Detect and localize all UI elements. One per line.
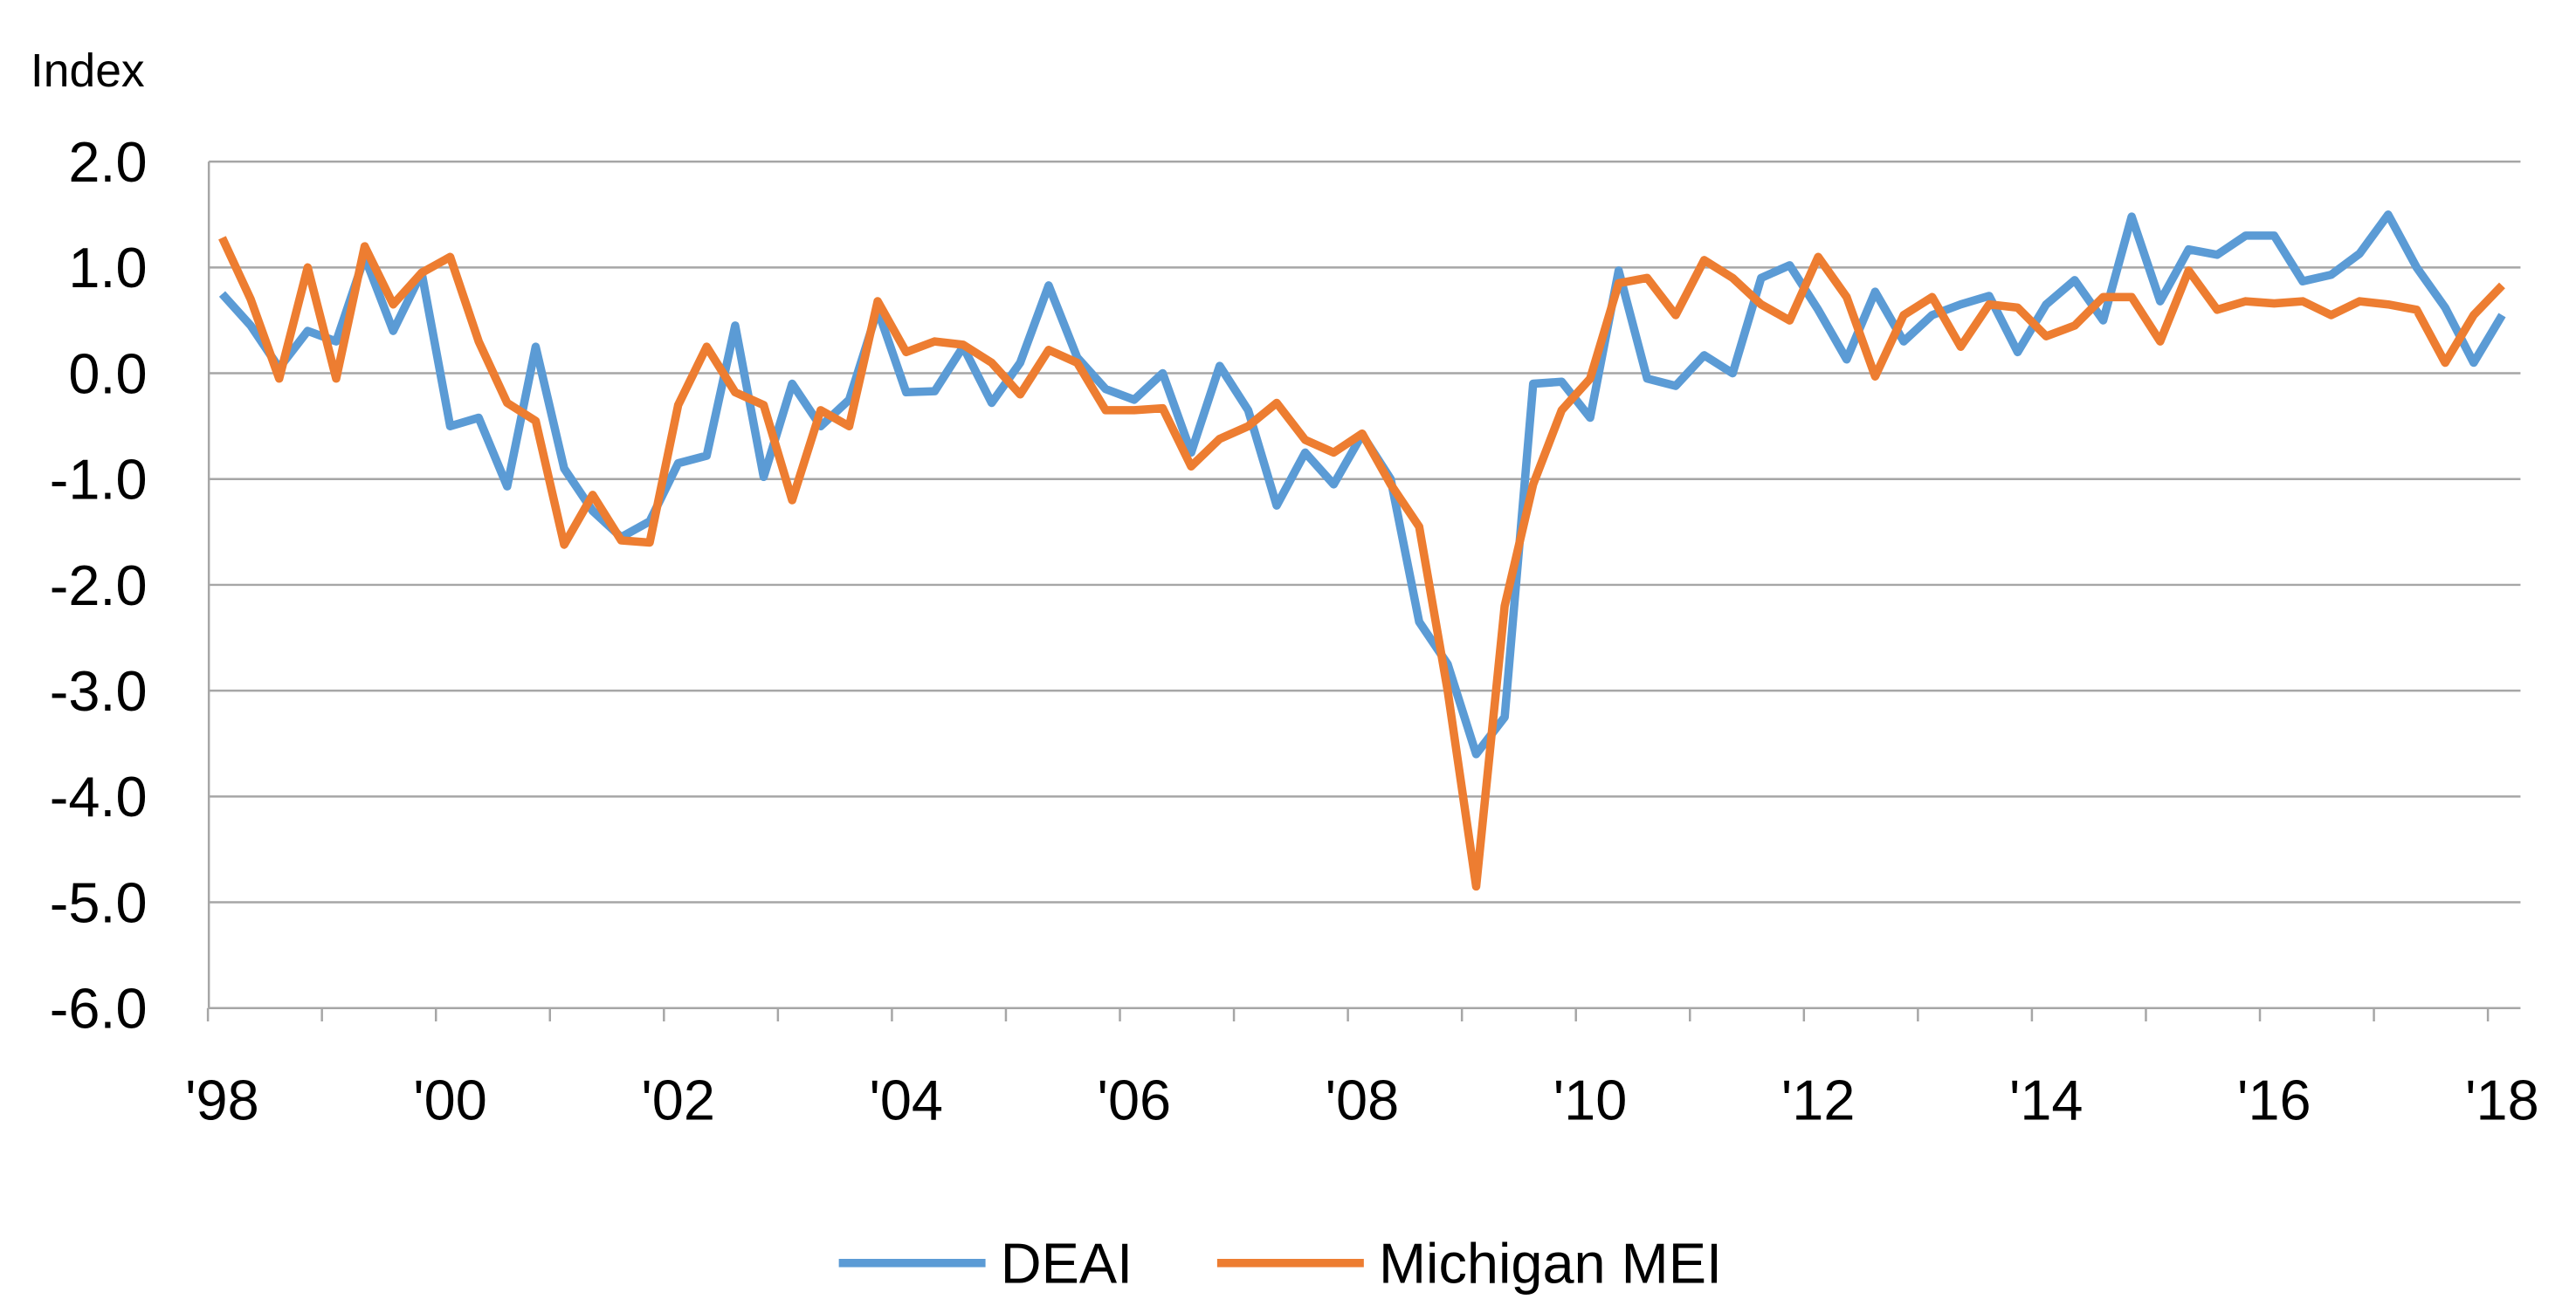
legend-label: DEAI [1001,1232,1133,1296]
y-tick-label: -2.0 [50,553,148,617]
x-tick-label: '06 [1098,1069,1172,1132]
y-tick-label: -1.0 [50,448,148,512]
x-tick-label: '16 [2237,1069,2311,1132]
x-tick-label: '14 [2009,1069,2084,1132]
legend: DEAI Michigan MEI [838,1232,1722,1296]
legend-item: DEAI [838,1232,1133,1296]
x-tick-label: '18 [2465,1069,2539,1132]
gridlines [209,160,2521,1009]
x-tick-label: '10 [1553,1069,1628,1132]
x-tick-label: '02 [641,1069,715,1132]
y-tick-label: 2.0 [68,130,147,194]
x-tick-label: '00 [413,1069,487,1132]
y-tick-label: -4.0 [50,765,148,828]
x-tick-label: '12 [1781,1069,1856,1132]
series-lines [218,210,2506,891]
y-tick-label: 1.0 [68,236,147,299]
x-tick-label: '08 [1326,1069,1400,1132]
y-tick-label: -3.0 [50,659,148,723]
axes: 2.0 1.0 0.0 -1.0 -2.0 -3.0 -4.0 -5.0 -6.0 '98 '00 '… [50,130,2539,1132]
legend-item: Michigan MEI [1216,1232,1722,1296]
y-axis-label: Index [31,45,145,97]
y-tick-label: 0.0 [68,341,147,405]
y-tick-label: -5.0 [50,870,148,934]
legend-label: Michigan MEI [1379,1232,1722,1296]
x-tick-label: '04 [869,1069,943,1132]
series-line-michigan-mei [218,236,2505,891]
y-tick-label: -6.0 [50,977,148,1041]
series-line-deai [218,210,2506,759]
x-tick-label: '98 [185,1069,259,1132]
